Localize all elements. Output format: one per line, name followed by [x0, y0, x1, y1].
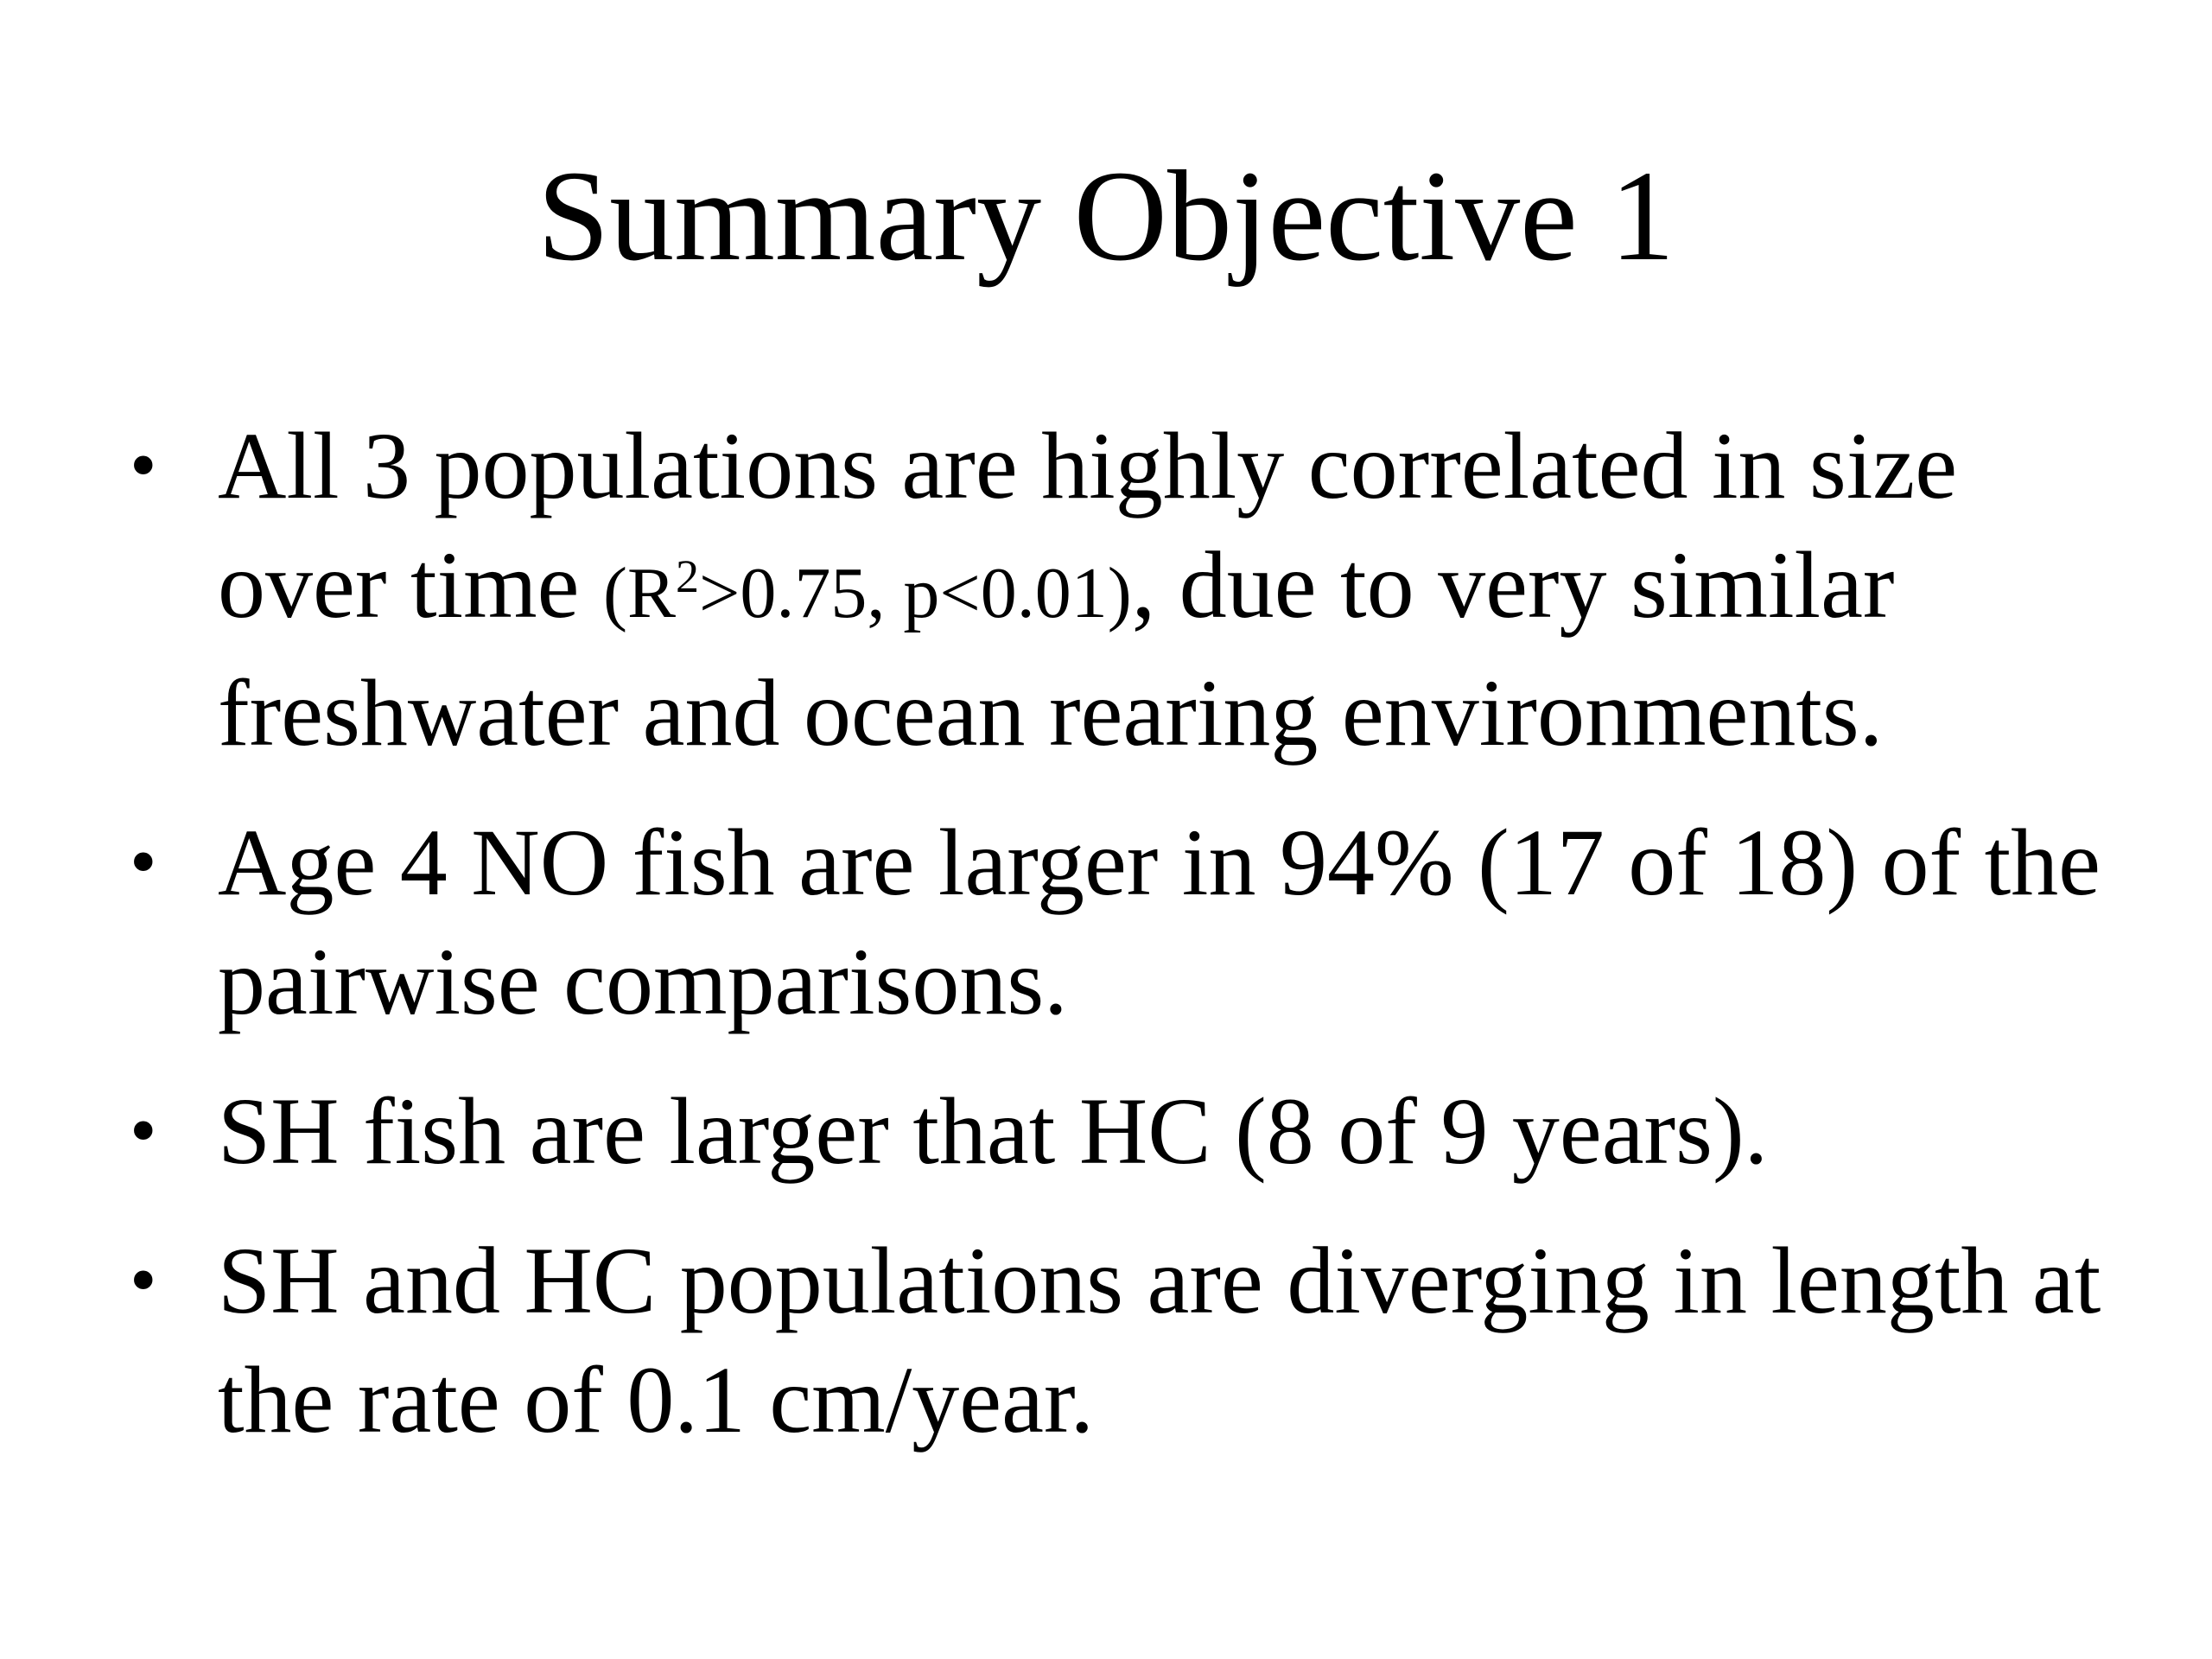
bullet-dot-icon: •: [130, 423, 157, 508]
bullet-dot-icon: •: [130, 819, 157, 905]
stat-values: >0.75, p<0.01): [698, 553, 1132, 633]
slide-title: Summary Objective 1: [537, 144, 1675, 288]
bullet-dot-icon: •: [130, 1088, 157, 1173]
bullet-text: SH fish are larger that HC (8 of 9 years…: [218, 1078, 1769, 1184]
bullet-item-age4: • Age 4 NO fish are larger in 94% (17 of…: [130, 803, 2117, 1041]
bullet-item-correlation: • All 3 populations are highly correlate…: [130, 406, 2117, 772]
stat-superscript: 2: [675, 550, 699, 602]
bullet-text-part: , due to very similar freshwater and oce…: [218, 532, 1895, 766]
bullet-list: • All 3 populations are highly correlate…: [130, 406, 2117, 1490]
stat-r-label: (R: [602, 553, 676, 633]
statistics-text: (R2>0.75, p<0.01): [603, 553, 1132, 633]
bullet-text-part: All 3 populations are highly correlated …: [218, 413, 1958, 638]
bullet-text: Age 4 NO fish are larger in 94% (17 of 1…: [218, 810, 2101, 1034]
bullet-item-diverging: • SH and HC populations are diverging in…: [130, 1221, 2117, 1459]
bullet-text: SH and HC populations are diverging in l…: [218, 1228, 2101, 1452]
bullet-item-sh-vs-hc: • SH fish are larger that HC (8 of 9 yea…: [130, 1071, 2117, 1191]
bullet-dot-icon: •: [130, 1237, 157, 1323]
